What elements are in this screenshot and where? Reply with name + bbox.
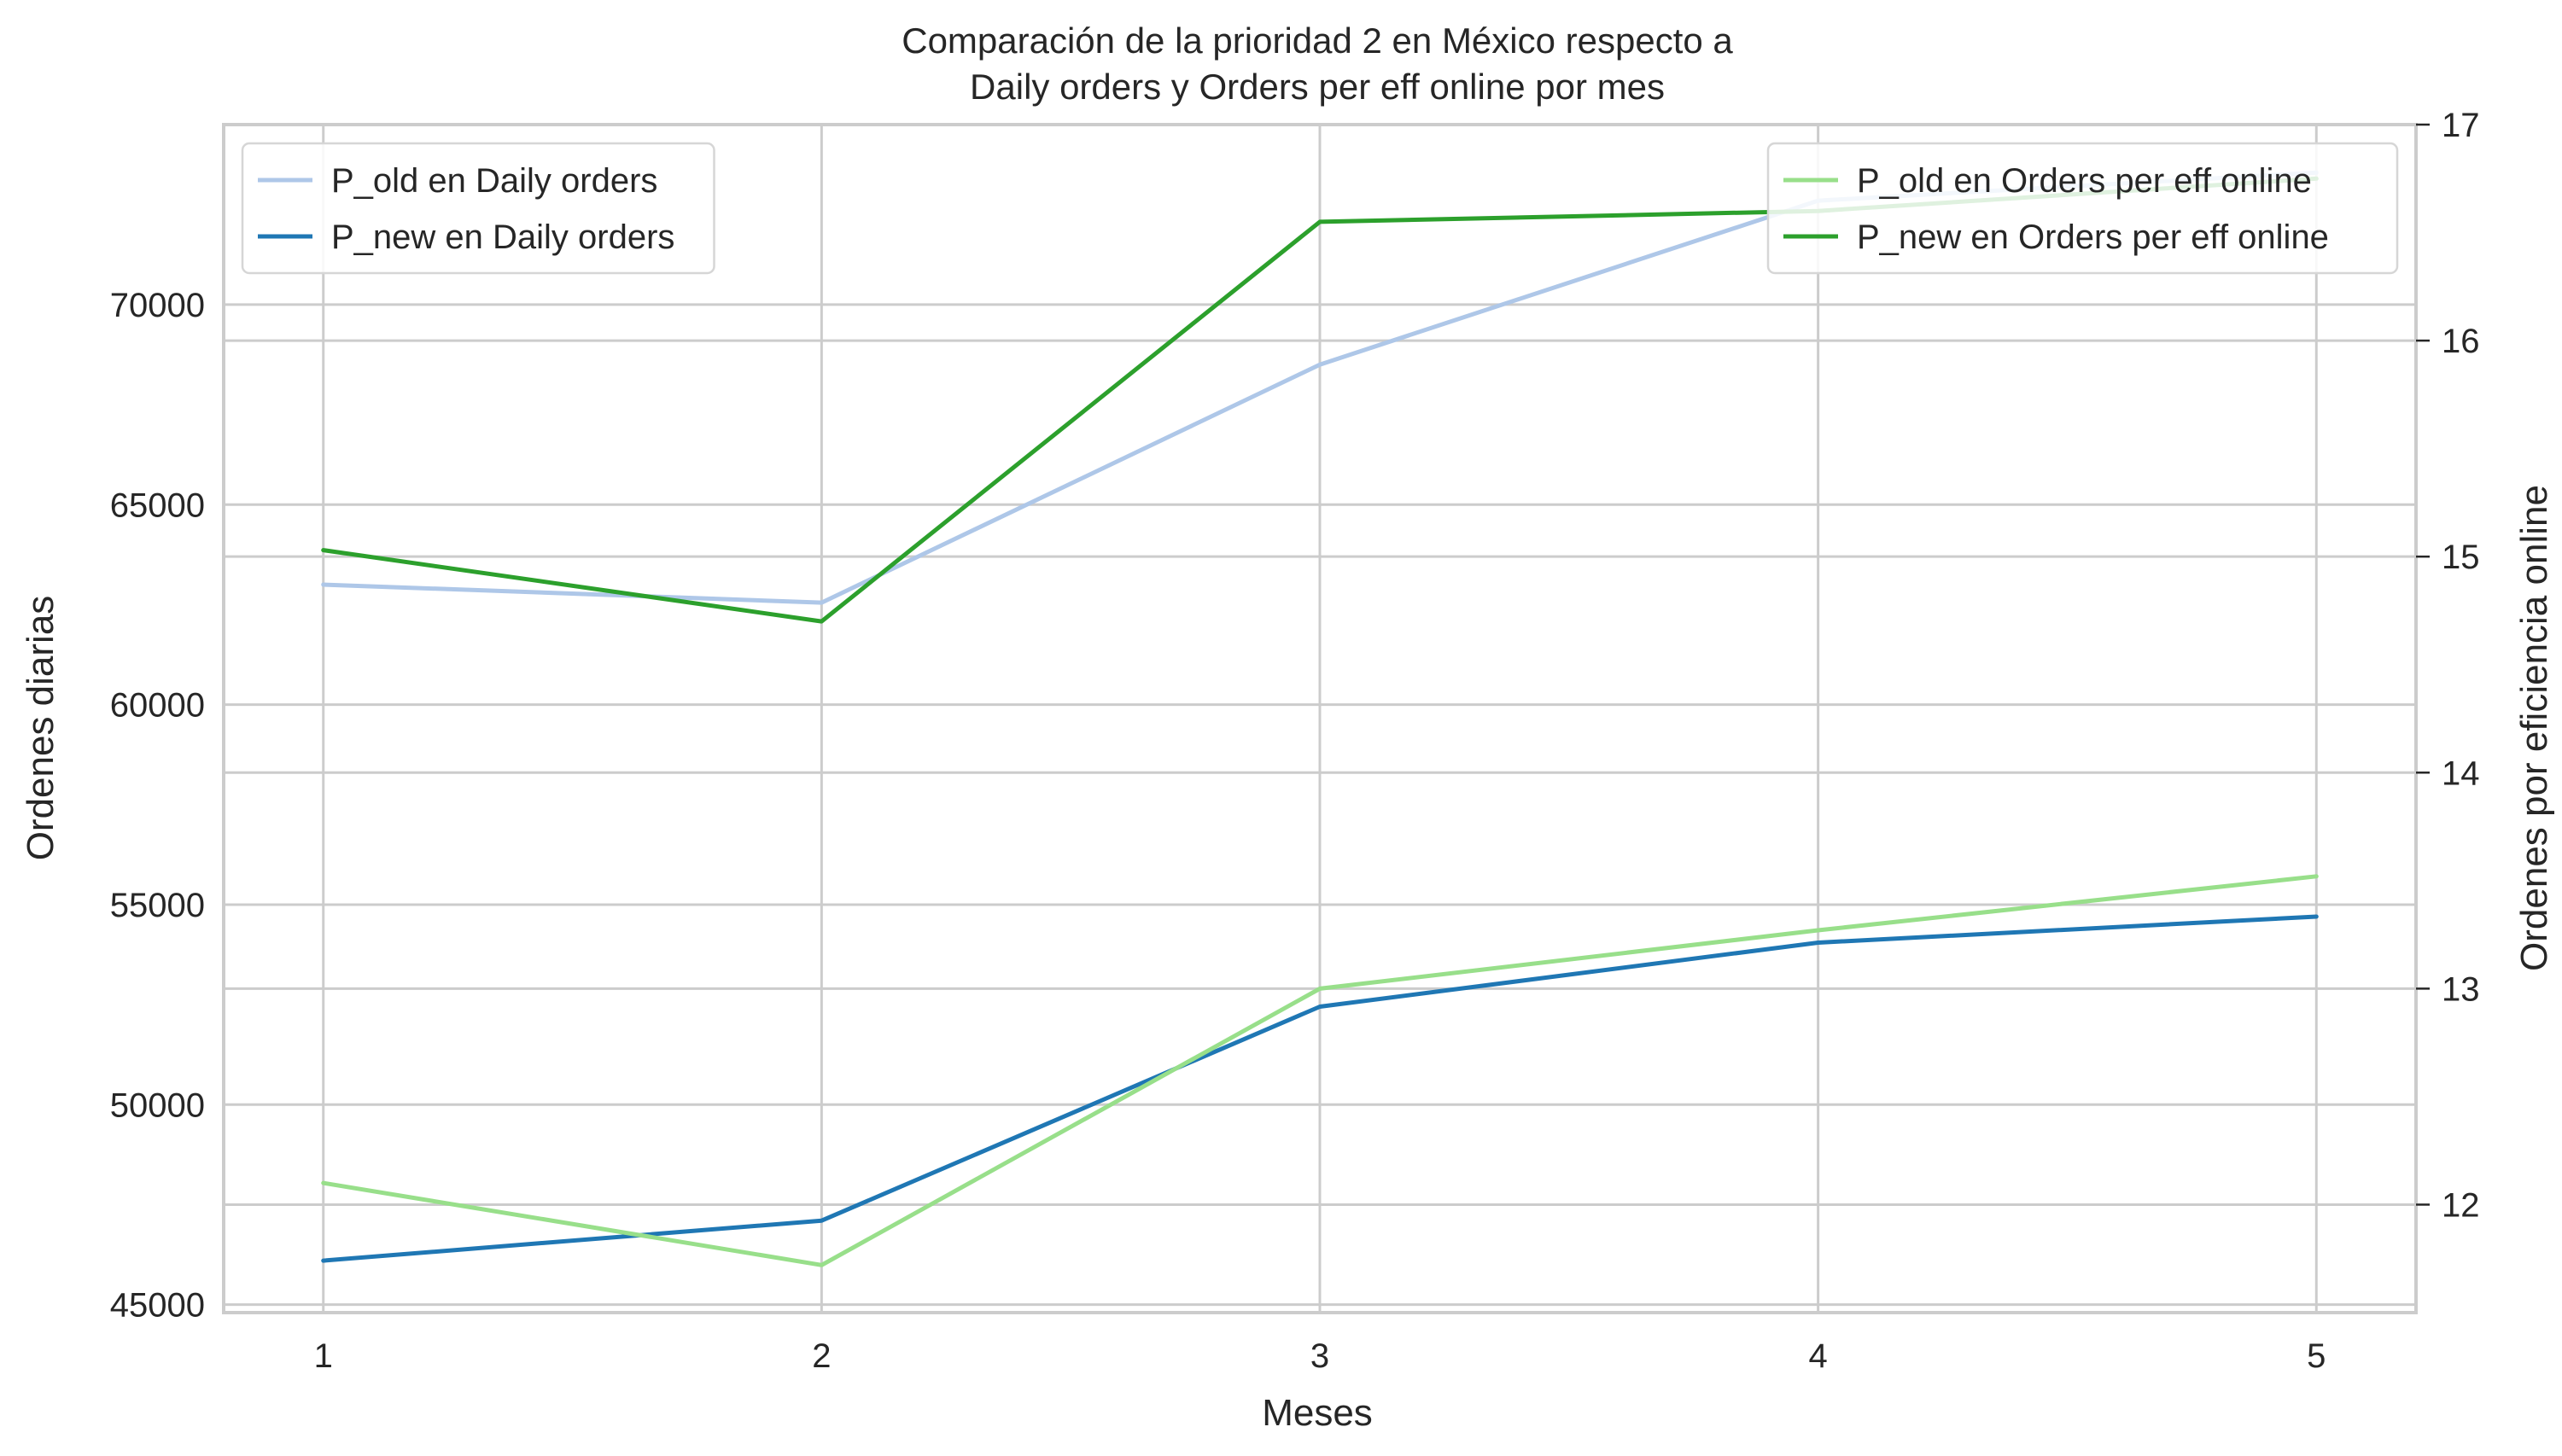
y-axis-right-label: Ordenes por eficiencia online	[2513, 485, 2555, 971]
plot-border	[222, 123, 2418, 1314]
legend-entry-label: P_new en Daily orders	[331, 218, 674, 256]
legend-box	[1766, 142, 2399, 275]
series-layer	[321, 170, 2319, 1267]
y-left-tick-label: 45000	[110, 1287, 205, 1325]
legend-left: P_old en Daily orders P_new en Daily orde…	[241, 142, 715, 275]
y-left-tick-label: 70000	[110, 287, 205, 324]
y-right-tick-label: 13	[2442, 970, 2480, 1008]
y-right-tick-label: 17	[2442, 107, 2480, 144]
grid-layer	[224, 123, 2416, 1313]
chart-title-line-2: Daily orders y Orders per eff online por…	[970, 67, 1665, 107]
x-tick-label: 3	[1310, 1337, 1329, 1375]
y-right-tick-label: 15	[2442, 539, 2480, 576]
legend-entry-label: P_old en Orders per eff online	[1857, 162, 2312, 200]
y-axis-left-label: Ordenes diarias	[20, 596, 61, 861]
y-left-tick-label: 50000	[110, 1086, 205, 1124]
x-tick-label: 5	[2307, 1337, 2326, 1375]
x-axis-label: Meses	[1262, 1392, 1373, 1434]
tick-layer: 1 2 3 4 545000500005500060000650007000012131…	[110, 107, 2480, 1375]
y-left-tick-label: 55000	[110, 887, 205, 924]
y-right-tick-label: 12	[2442, 1186, 2480, 1224]
chart-title-line-1: Comparación de la prioridad 2 en México …	[902, 20, 1733, 61]
y-right-tick-label: 14	[2442, 754, 2480, 792]
y-left-tick-label: 65000	[110, 486, 205, 524]
y-left-tick-label: 60000	[110, 687, 205, 725]
plot-frame	[222, 123, 2418, 1314]
legend-entry-label: P_old en Daily orders	[331, 162, 657, 200]
x-tick-label: 2	[812, 1337, 831, 1375]
legend-right: P_old en Orders per eff online P_new en O…	[1766, 142, 2399, 275]
y-right-tick-label: 16	[2442, 323, 2480, 360]
legend-entry-label: P_new en Orders per eff online	[1857, 218, 2329, 256]
legend-box	[241, 142, 715, 275]
x-tick-label: 4	[1809, 1337, 1828, 1375]
series-line-p-old-en-orders-per-eff-online	[321, 874, 2319, 1267]
x-tick-label: 1	[314, 1337, 333, 1375]
series-line-p-new-en-daily-orders	[321, 914, 2319, 1263]
